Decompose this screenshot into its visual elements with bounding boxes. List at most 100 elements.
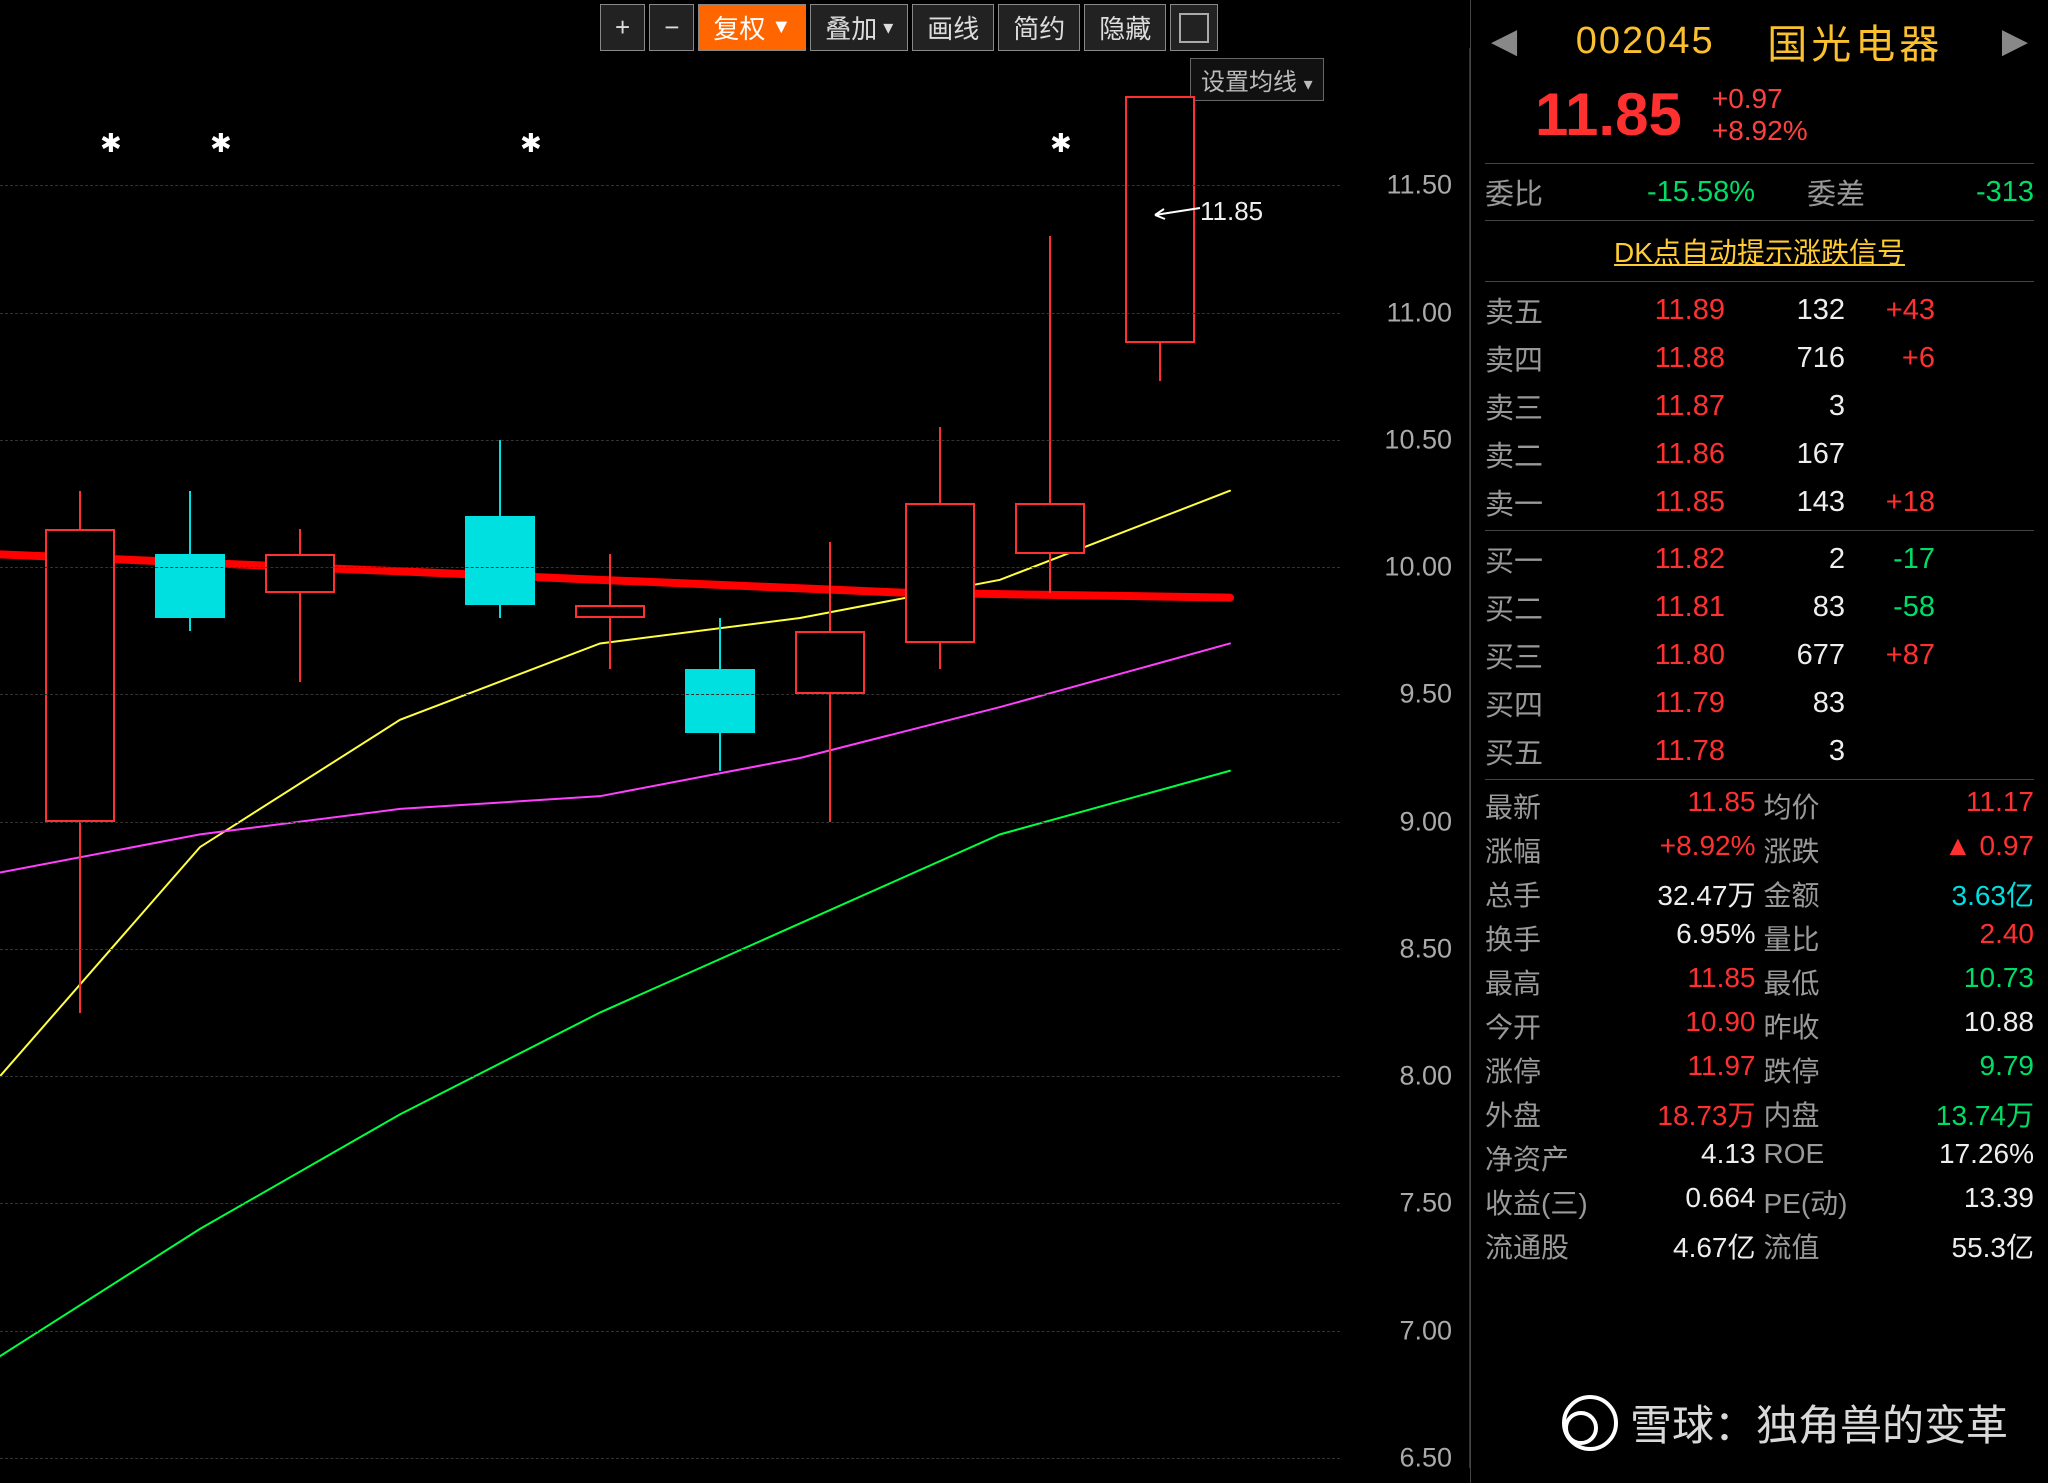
- orderbook-label: 买二: [1485, 586, 1575, 628]
- y-tick-label: 11.00: [1386, 297, 1452, 328]
- orderbook-label: 买一: [1485, 538, 1575, 580]
- stat-cell: ROE17.26%: [1764, 1138, 2035, 1178]
- stat-key: 跌停: [1764, 1050, 1820, 1090]
- candle: [575, 48, 645, 1468]
- stat-key: 最高: [1485, 962, 1541, 1002]
- stat-value: 13.39: [1964, 1182, 2034, 1222]
- gridline: [0, 1331, 1340, 1332]
- y-tick-label: 8.00: [1399, 1061, 1452, 1092]
- stat-cell: 涨跌 ▲ 0.97: [1764, 830, 2035, 870]
- stat-cell: 今开10.90: [1485, 1006, 1756, 1046]
- orderbook-delta: -58: [1845, 591, 1935, 624]
- stat-key: 外盘: [1485, 1094, 1541, 1134]
- expand-icon: [1179, 13, 1209, 43]
- simple-button[interactable]: 简约: [998, 4, 1080, 51]
- orderbook-price: 11.82: [1575, 543, 1725, 576]
- orderbook-price: 11.79: [1575, 687, 1725, 720]
- candle: [795, 48, 865, 1468]
- stat-key: 涨跌: [1764, 830, 1820, 870]
- stat-cell: PE(动) 13.39: [1764, 1182, 2035, 1222]
- stock-name: 国光电器: [1767, 12, 1943, 70]
- overlay-button[interactable]: 叠加▾: [810, 4, 908, 51]
- stat-cell: 跌停9.79: [1764, 1050, 2035, 1090]
- stat-key: 总手: [1485, 874, 1541, 914]
- hide-button[interactable]: 隐藏: [1084, 4, 1166, 51]
- stat-key: PE(动): [1764, 1182, 1848, 1222]
- orderbook-volume: 2: [1725, 543, 1845, 576]
- stat-key: 流值: [1764, 1226, 1820, 1266]
- stat-value: 10.73: [1964, 962, 2034, 1002]
- zoom-in-button[interactable]: +: [600, 4, 645, 51]
- orderbook-price: 11.86: [1575, 438, 1725, 471]
- stat-value: 4.67亿: [1673, 1226, 1756, 1266]
- prev-stock-button[interactable]: ◀: [1485, 21, 1523, 61]
- stat-value: 32.47万: [1657, 874, 1755, 914]
- bid-row: 买三11.80677+87: [1485, 631, 2034, 679]
- orderbook-price: 11.87: [1575, 390, 1725, 423]
- bid-row: 买一11.822-17: [1485, 535, 2034, 583]
- orderbook-price: 11.89: [1575, 294, 1725, 327]
- orderbook-volume: 716: [1725, 342, 1845, 375]
- gridline: [0, 949, 1340, 950]
- candlestick-chart[interactable]: ✱✱✱✱ 11.85: [0, 48, 1470, 1468]
- stat-cell: 涨幅+8.92%: [1485, 830, 1756, 870]
- orderbook-label: 买三: [1485, 634, 1575, 676]
- price-row: 11.85 +0.97 +8.92%: [1485, 74, 2034, 159]
- stat-value: 11.97: [1688, 1050, 1756, 1090]
- stat-cell: 净资产 4.13: [1485, 1138, 1756, 1178]
- drawline-button[interactable]: 画线: [912, 4, 994, 51]
- stat-key: 内盘: [1764, 1094, 1820, 1134]
- candle: [265, 48, 335, 1468]
- orderbook-volume: 677: [1725, 639, 1845, 672]
- gridline: [0, 185, 1340, 186]
- fullscreen-button[interactable]: [1170, 4, 1218, 51]
- chart-marker: ✱: [100, 128, 122, 159]
- orderbook-label: 卖四: [1485, 337, 1575, 379]
- gridline: [0, 1076, 1340, 1077]
- orderbook-volume: 3: [1725, 735, 1845, 768]
- stock-code: 002045: [1576, 20, 1715, 63]
- orderbook-label: 卖二: [1485, 433, 1575, 475]
- y-tick-label: 7.00: [1399, 1315, 1452, 1346]
- stat-value: 6.95%: [1676, 918, 1755, 958]
- bid-row: 买五11.783: [1485, 727, 2034, 775]
- orderbook-label: 卖三: [1485, 385, 1575, 427]
- stat-key: 净资产: [1485, 1138, 1569, 1178]
- orderbook-delta: +87: [1845, 639, 1935, 672]
- y-tick-label: 10.00: [1384, 552, 1452, 583]
- stat-value: 4.13: [1701, 1138, 1756, 1178]
- stat-value: ▲ 0.97: [1944, 830, 2034, 870]
- orderbook-delta: +6: [1845, 342, 1935, 375]
- orderbook-volume: 167: [1725, 438, 1845, 471]
- zoom-out-button[interactable]: −: [649, 4, 694, 51]
- gridline: [0, 694, 1340, 695]
- orderbook-delta: -17: [1845, 543, 1935, 576]
- stat-key: 换手: [1485, 918, 1541, 958]
- stat-cell: 昨收10.88: [1764, 1006, 2035, 1046]
- ask-row: 卖三11.873: [1485, 382, 2034, 430]
- weibi-value: -15.58%: [1575, 176, 1755, 209]
- stat-key: 均价: [1764, 786, 1820, 826]
- stat-cell: 内盘13.74万: [1764, 1094, 2035, 1134]
- orderbook-volume: 132: [1725, 294, 1845, 327]
- gridline: [0, 822, 1340, 823]
- stat-cell: 涨停11.97: [1485, 1050, 1756, 1090]
- candle: [1125, 48, 1195, 1468]
- stat-key: 最新: [1485, 786, 1541, 826]
- fuquan-button[interactable]: 复权 ▼: [698, 4, 806, 51]
- ask-row: 卖二11.86167: [1485, 430, 2034, 478]
- orderbook-volume: 3: [1725, 390, 1845, 423]
- stat-key: 涨幅: [1485, 830, 1541, 870]
- ask-row: 卖四11.88716+6: [1485, 334, 2034, 382]
- current-price: 11.85: [1535, 80, 1682, 149]
- dk-signal-link[interactable]: DK点自动提示涨跌信号: [1485, 225, 2034, 277]
- stat-key: 金额: [1764, 874, 1820, 914]
- gridline: [0, 1203, 1340, 1204]
- bid-row: 买二11.8183-58: [1485, 583, 2034, 631]
- xueqiu-logo-icon: [1562, 1395, 1618, 1451]
- watermark: 雪球：独角兽的变革: [1562, 1392, 2008, 1453]
- orderbook-label: 卖一: [1485, 481, 1575, 523]
- stat-cell: 量比2.40: [1764, 918, 2035, 958]
- stat-key: 流通股: [1485, 1226, 1569, 1266]
- next-stock-button[interactable]: ▶: [1996, 21, 2034, 61]
